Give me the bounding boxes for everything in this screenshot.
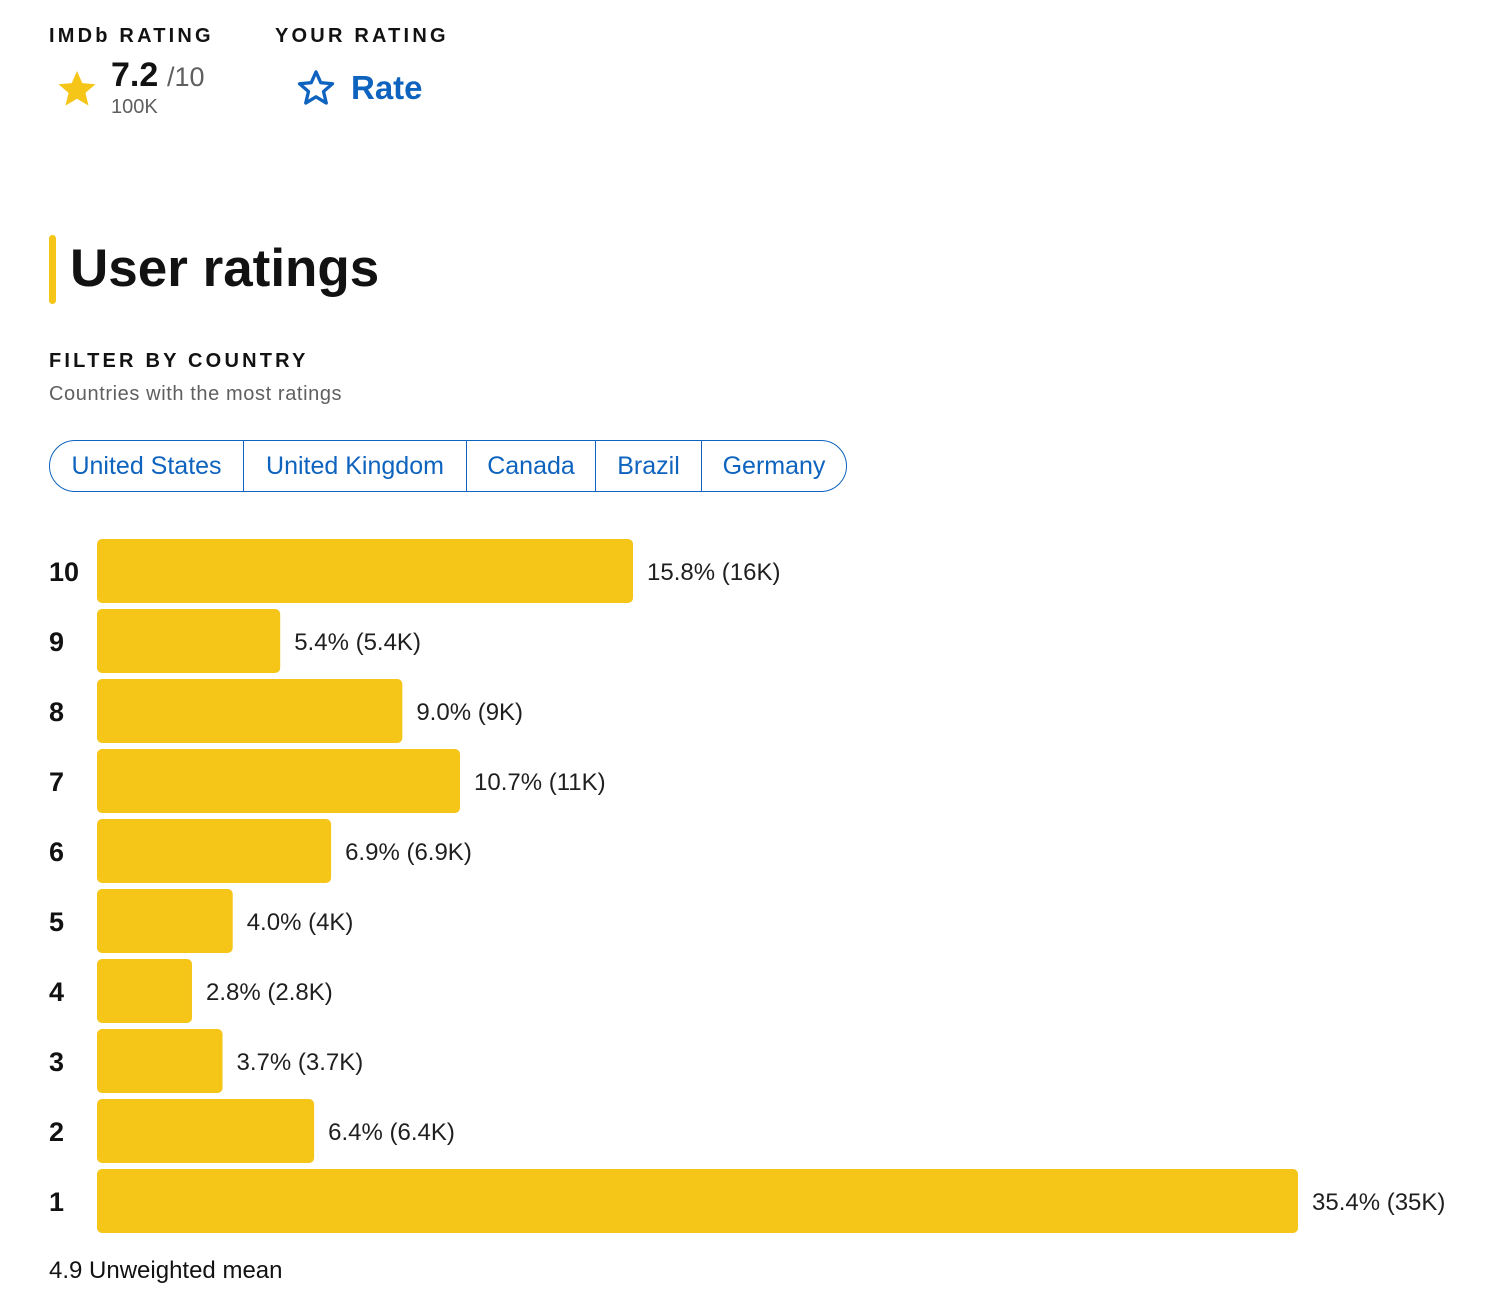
rating-label-7: 7	[49, 767, 64, 797]
rating-value-label-7: 10.7% (11K)	[474, 769, 606, 796]
rating-value-label-8: 9.0% (9K)	[416, 699, 523, 726]
rating-value-label-9: 5.4% (5.4K)	[294, 629, 421, 656]
rating-bar-5	[97, 889, 233, 953]
rate-button[interactable]: Rate	[294, 66, 423, 110]
rating-value: 7.2	[111, 56, 159, 94]
rating-value-label-4: 2.8% (2.8K)	[206, 979, 333, 1006]
rating-label-6: 6	[49, 837, 64, 867]
rating-label-3: 3	[49, 1047, 64, 1077]
rating-label-4: 4	[49, 977, 64, 1007]
rating-label-1: 1	[49, 1187, 64, 1217]
country-button-brazil[interactable]: Brazil	[596, 441, 702, 491]
unweighted-mean: 4.9 Unweighted mean	[49, 1257, 283, 1284]
rating-bar-2	[97, 1099, 315, 1163]
section-accent-bar	[49, 235, 56, 304]
rating-value-label-3: 3.7% (3.7K)	[237, 1049, 364, 1076]
rating-label-9: 9	[49, 627, 64, 657]
star-outline-icon	[297, 70, 335, 105]
country-button-germany[interactable]: Germany	[722, 451, 826, 480]
country-button-canada[interactable]: Canada	[467, 441, 596, 491]
rating-label-5: 5	[49, 907, 64, 937]
rating-label-2: 2	[49, 1117, 64, 1147]
rating-bar-10	[97, 539, 634, 603]
rate-button-label: Rate	[351, 69, 423, 106]
country-button-united-kingdom[interactable]: United Kingdom	[244, 441, 467, 491]
rating-value-label-6: 6.9% (6.9K)	[345, 839, 472, 866]
rating-value-label-10: 15.8% (16K)	[647, 559, 780, 586]
rating-max: /10	[167, 62, 205, 92]
rating-count: 100K	[111, 96, 158, 118]
rating-value-label-2: 6.4% (6.4K)	[328, 1119, 455, 1146]
rating-label-10: 10	[49, 557, 79, 587]
rating-bar-6	[97, 819, 332, 883]
rating-bar-8	[97, 679, 403, 743]
your-rating-label: YOUR RATING	[275, 25, 449, 47]
rating-bar-7	[97, 749, 461, 813]
rating-bar-3	[97, 1029, 223, 1093]
country-button-united-states[interactable]: United States	[50, 441, 244, 491]
rating-bar-9	[97, 609, 281, 673]
page-title: User ratings	[70, 239, 380, 298]
filter-subheading: Countries with the most ratings	[49, 383, 343, 405]
filter-heading: FILTER BY COUNTRY	[49, 350, 309, 372]
imdb-rating-label: IMDb RATING	[49, 25, 214, 47]
star-filled-icon	[58, 71, 96, 106]
rating-value-label-1: 35.4% (35K)	[1312, 1189, 1445, 1216]
rating-bar-1	[97, 1169, 1298, 1233]
country-filter-group: United States United Kingdom Canada Braz…	[49, 440, 847, 492]
rating-bar-4	[97, 959, 192, 1023]
rating-label-8: 8	[49, 697, 64, 727]
rating-value-label-5: 4.0% (4K)	[247, 909, 354, 936]
